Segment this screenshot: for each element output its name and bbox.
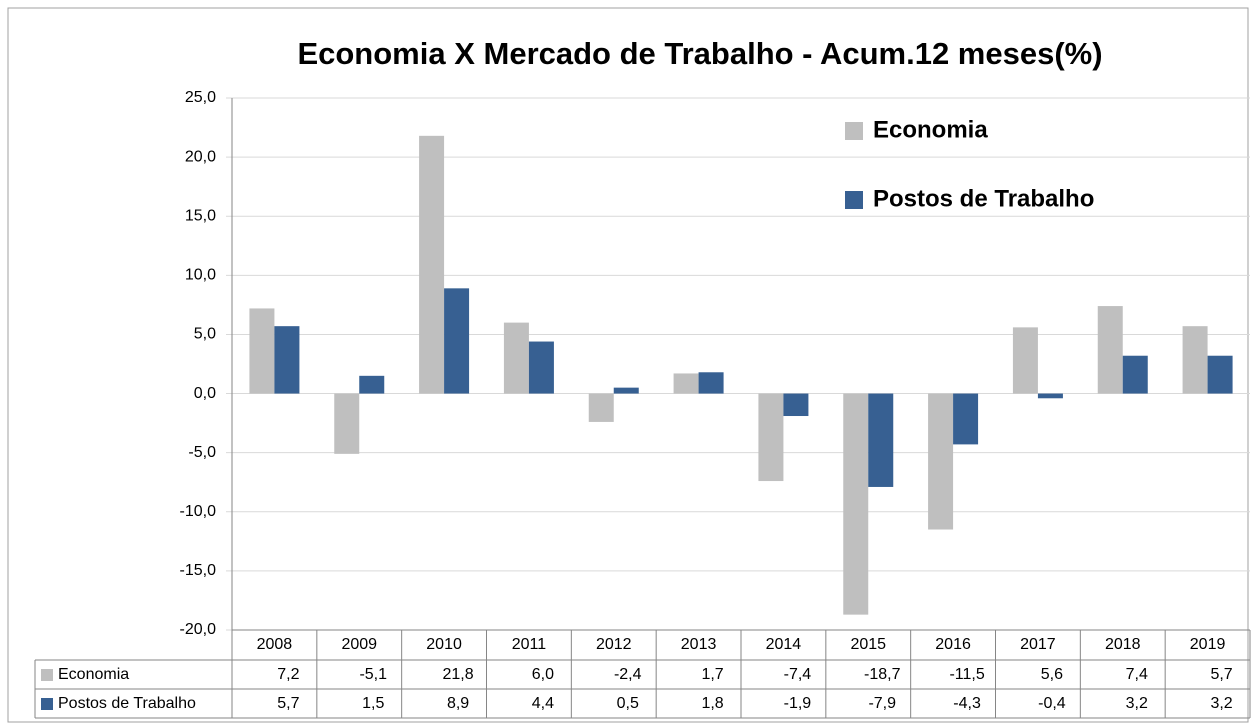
bar [758, 393, 784, 482]
bar [843, 393, 869, 615]
table-value: -2,4 [614, 666, 642, 683]
table-value: -5,1 [359, 666, 387, 683]
table-value: 1,7 [701, 666, 723, 683]
table-series-name: Postos de Trabalho [58, 695, 196, 712]
table-value: 3,2 [1210, 695, 1232, 712]
table-series-name: Economia [58, 666, 129, 683]
bar [444, 288, 470, 394]
x-tick-label: 2011 [512, 636, 547, 653]
bar [613, 387, 639, 394]
y-tick-label: 0,0 [194, 385, 216, 402]
y-tick-label: 25,0 [185, 89, 216, 106]
table-value: 1,5 [362, 695, 384, 712]
legend-swatch [845, 122, 863, 140]
y-tick-label: -15,0 [180, 562, 217, 579]
bar [528, 341, 554, 394]
bar [1207, 355, 1233, 394]
table-value: -18,7 [864, 666, 901, 683]
table-value: 3,2 [1126, 695, 1148, 712]
bar [783, 393, 809, 417]
table-key [41, 698, 53, 710]
x-tick-label: 2008 [257, 636, 293, 653]
x-tick-label: 2009 [341, 636, 377, 653]
bar [419, 135, 445, 394]
bar [334, 393, 360, 454]
bar [673, 373, 699, 394]
table-value: 5,7 [1210, 666, 1232, 683]
bar [1182, 326, 1208, 394]
table-value: 0,5 [617, 695, 639, 712]
x-tick-label: 2013 [681, 636, 717, 653]
y-tick-label: 5,0 [194, 326, 216, 343]
table-value: 7,4 [1126, 666, 1148, 683]
legend-label: Economia [873, 116, 988, 143]
x-tick-label: 2014 [766, 636, 802, 653]
bar [1012, 327, 1038, 394]
bar [274, 326, 300, 394]
y-tick-label: 10,0 [185, 267, 216, 284]
x-tick-label: 2016 [935, 636, 971, 653]
y-tick-label: -5,0 [188, 444, 216, 461]
table-value: -11,5 [949, 666, 984, 683]
table-value: 21,8 [443, 666, 474, 683]
legend-label: Postos de Trabalho [873, 185, 1094, 212]
chart-title: Economia X Mercado de Trabalho - Acum.12… [297, 36, 1102, 71]
bar [1122, 355, 1148, 394]
table-value: 1,8 [701, 695, 723, 712]
x-tick-label: 2015 [850, 636, 886, 653]
bar [503, 322, 529, 394]
x-tick-label: 2019 [1190, 636, 1226, 653]
table-value: -1,9 [784, 695, 812, 712]
bar [249, 308, 275, 394]
table-value: -7,4 [784, 666, 812, 683]
bar [1037, 393, 1063, 399]
chart-frame [7, 7, 1249, 723]
table-value: -0,4 [1038, 695, 1066, 712]
table-value: -4,3 [953, 695, 981, 712]
table-value: 6,0 [532, 666, 554, 683]
bar [868, 393, 894, 487]
y-tick-label: -20,0 [180, 621, 217, 638]
table-value: 5,6 [1041, 666, 1063, 683]
bar [698, 372, 724, 394]
table-value: 8,9 [447, 695, 469, 712]
table-value: 5,7 [277, 695, 299, 712]
table-value: 7,2 [277, 666, 299, 683]
bar [588, 393, 614, 422]
x-tick-label: 2010 [426, 636, 462, 653]
bar [359, 375, 385, 394]
y-tick-label: 15,0 [185, 207, 216, 224]
table-key [41, 669, 53, 681]
x-tick-label: 2012 [596, 636, 632, 653]
y-tick-label: 20,0 [185, 148, 216, 165]
x-tick-label: 2017 [1020, 636, 1056, 653]
table-value: -7,9 [868, 695, 896, 712]
bar [928, 393, 954, 530]
y-tick-label: -10,0 [180, 503, 217, 520]
table-value: 4,4 [532, 695, 554, 712]
x-tick-label: 2018 [1105, 636, 1141, 653]
legend-swatch [845, 191, 863, 209]
bar [1097, 306, 1123, 394]
bar [953, 393, 979, 445]
